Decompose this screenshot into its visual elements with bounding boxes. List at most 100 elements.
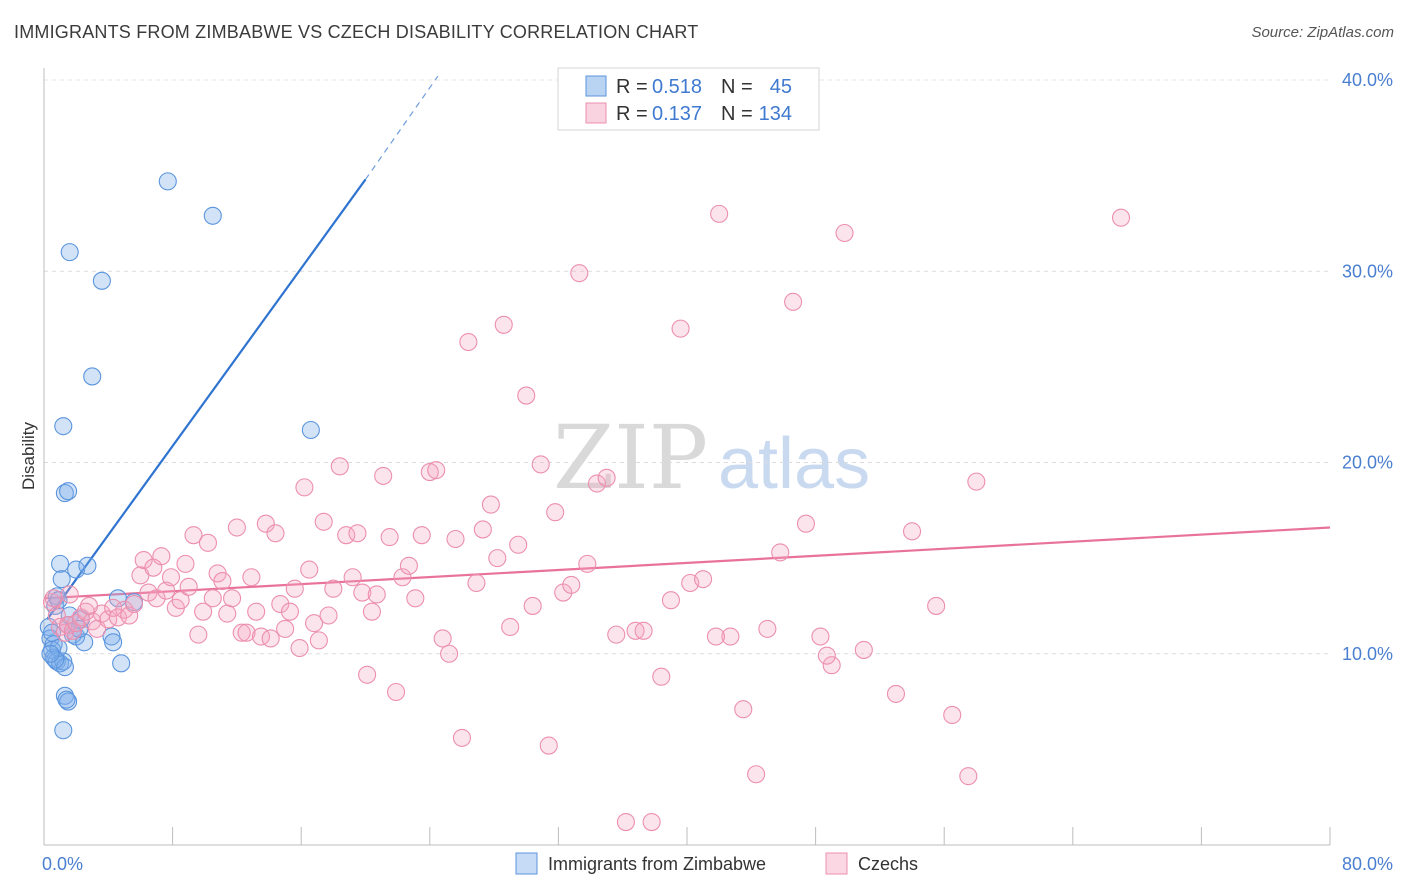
point-series1-96: [570, 264, 589, 283]
axes: [43, 68, 1331, 846]
point-series1-67: [367, 585, 386, 604]
chart-source: Source: ZipAtlas.com: [1251, 24, 1394, 41]
point-series1-42: [242, 568, 261, 587]
point-series1-116: [784, 292, 803, 311]
point-series1-115: [771, 543, 790, 562]
point-series1-104: [642, 812, 661, 832]
point-series1-129: [706, 627, 725, 646]
point-series1-89: [517, 386, 536, 405]
point-series1-68: [374, 466, 393, 485]
stats-swatch-0: [585, 75, 607, 97]
point-series0-41: [54, 721, 73, 740]
point-series1-56: [309, 631, 328, 650]
point-series1-105: [652, 667, 671, 686]
grid-lines: [44, 79, 1330, 655]
watermark-atlas: atlas: [718, 424, 870, 504]
point-series1-126: [959, 767, 978, 786]
point-series1-74: [412, 526, 431, 545]
point-series1-61: [337, 526, 356, 545]
point-series1-117: [796, 514, 816, 533]
point-series0-36: [104, 633, 123, 652]
x-tick-label-0: 0.0%: [42, 854, 83, 874]
point-series1-17: [124, 594, 144, 614]
point-series1-103: [634, 621, 653, 640]
series-legend: Immigrants from Zimbabwe Czechs: [515, 852, 918, 875]
point-series1-72: [399, 556, 418, 575]
stats-n-value-1: 134: [759, 103, 792, 125]
point-series1-90: [523, 596, 542, 615]
series-legend-label-0: Immigrants from Zimbabwe: [548, 854, 766, 874]
y-tick-label-1: 20.0%: [1342, 453, 1393, 473]
point-series1-118: [811, 627, 830, 646]
point-series1-121: [854, 640, 873, 659]
point-series0-25: [59, 482, 78, 501]
point-series0-21: [78, 556, 97, 575]
point-series1-76: [427, 461, 446, 480]
series-legend-swatch-0: [515, 852, 538, 875]
y-axis-label: Disability: [19, 421, 38, 490]
point-series1-127: [967, 472, 986, 491]
series-legend-label-1: Czechs: [858, 854, 918, 874]
point-series1-98: [587, 474, 607, 493]
point-series1-91: [531, 455, 550, 474]
point-series1-33: [198, 533, 218, 552]
point-series0-30: [158, 172, 177, 191]
point-series0-32: [301, 420, 320, 440]
point-series1-122: [886, 684, 906, 703]
point-series1-43: [247, 602, 266, 621]
point-series1-133: [817, 646, 836, 665]
point-series0-26: [54, 417, 73, 436]
point-series0-27: [60, 243, 79, 262]
point-series1-73: [406, 589, 425, 608]
y-tick-labels: 10.0% 20.0% 30.0% 40.0%: [1342, 70, 1393, 664]
point-series0-20: [67, 560, 86, 579]
stats-r-label-1: R =: [616, 103, 648, 125]
point-series1-125: [943, 705, 962, 725]
point-series1-51: [285, 579, 304, 598]
point-series1-110: [710, 204, 729, 223]
point-series1-81: [459, 332, 478, 352]
point-series1-132: [79, 596, 99, 615]
point-series0-19: [75, 633, 94, 652]
point-series1-69: [380, 528, 399, 547]
point-series1-87: [501, 617, 520, 637]
point-series1-113: [747, 765, 766, 784]
point-series1-114: [758, 619, 777, 638]
point-series1-95: [562, 575, 581, 594]
stats-r-value-0: 0.518: [652, 76, 702, 98]
point-series0-43: [41, 644, 60, 663]
point-series1-86: [494, 315, 513, 334]
trend-line-series1: [43, 526, 1331, 600]
point-series1-97: [578, 554, 597, 573]
point-series1-38: [223, 589, 242, 608]
point-series1-60: [330, 457, 349, 476]
point-series1-37: [218, 604, 237, 623]
x-tick-labels: 0.0% 80.0%: [42, 854, 1393, 874]
point-series1-15: [115, 600, 134, 619]
point-series1-100: [607, 625, 626, 644]
chart-title: IMMIGRANTS FROM ZIMBABWE VS CZECH DISABI…: [14, 22, 699, 42]
point-series1-23: [152, 547, 171, 566]
point-series1-79: [446, 529, 465, 549]
point-series1-36: [213, 572, 232, 591]
point-series1-41: [237, 623, 256, 642]
point-series0-28: [92, 271, 111, 290]
point-series1-106: [661, 591, 680, 610]
point-series1-120: [835, 223, 854, 243]
point-series1-46: [261, 629, 280, 648]
point-series0-12: [55, 658, 74, 677]
point-series1-27: [171, 591, 190, 610]
point-series1-119: [822, 656, 841, 675]
point-series1-14: [108, 608, 127, 627]
point-series1-131: [60, 585, 79, 604]
point-series1-75: [420, 463, 439, 482]
point-series1-101: [616, 812, 635, 832]
point-series1-22: [147, 589, 166, 608]
point-series1-45: [256, 514, 275, 533]
point-series1-49: [276, 619, 295, 638]
point-series1-28: [176, 554, 195, 573]
y-tick-label-0: 10.0%: [1342, 644, 1393, 664]
point-series0-40: [57, 690, 76, 709]
trend-lines: [43, 75, 1331, 620]
point-series1-70: [386, 682, 406, 702]
